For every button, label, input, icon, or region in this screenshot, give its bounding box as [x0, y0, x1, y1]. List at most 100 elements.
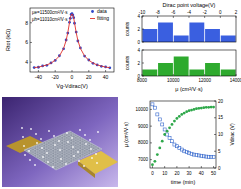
x-tick-label: 10	[162, 171, 168, 176]
point	[190, 109, 193, 112]
x-tick	[236, 16, 237, 18]
x-tick	[204, 74, 205, 76]
adsorbate	[22, 136, 24, 138]
x-tick	[142, 16, 143, 18]
adsorbate	[83, 165, 85, 167]
point	[205, 106, 208, 109]
adsorbate	[79, 129, 81, 131]
point	[183, 112, 186, 115]
x-tick	[176, 166, 177, 168]
y-tick-label: 0	[218, 166, 221, 171]
x-tick-label: 30	[187, 171, 193, 176]
y-tick-label: 4	[137, 48, 140, 53]
y-tick-label: 20	[218, 99, 224, 104]
x-tick-label: -4	[187, 10, 191, 15]
y-tick	[30, 42, 32, 43]
point	[153, 106, 156, 109]
adsorbate	[73, 155, 75, 157]
y-tick	[142, 63, 144, 64]
y-tick-label: 0	[137, 74, 140, 79]
adsorbate	[78, 160, 80, 162]
adsorbate	[59, 149, 61, 151]
x-tick	[189, 16, 190, 18]
bar	[221, 70, 236, 77]
adsorbate	[95, 153, 97, 155]
bar	[142, 29, 157, 42]
y-tick	[30, 22, 32, 23]
y-tick-label: 8000	[138, 140, 149, 145]
x-axis-label: Vg-Vdirac(V)	[56, 83, 88, 89]
point	[158, 147, 161, 150]
adsorbate	[96, 162, 98, 164]
plot-marks	[151, 103, 215, 166]
histogram-2: 8000100001200014000024μ (cm²/V·s)counts	[124, 48, 241, 92]
point	[151, 163, 154, 166]
y-tick	[214, 134, 216, 135]
adsorbate	[30, 128, 32, 130]
y-axis-label: Rtot (kΩ)	[5, 29, 11, 51]
point	[210, 106, 213, 109]
adsorbate	[66, 132, 68, 134]
x-tick-label: -2	[203, 10, 207, 15]
x-tick-label: -20	[52, 74, 59, 80]
time-chart: 010203040507000800090001000005101520time…	[123, 99, 235, 185]
y-tick	[214, 151, 216, 152]
x-axis-label: μ (cm²/V·s)	[175, 86, 202, 92]
bar	[189, 23, 204, 43]
point	[161, 140, 164, 143]
device-background	[2, 97, 118, 187]
adsorbate	[23, 145, 25, 147]
annotation: μe=11500cm²/V·s	[32, 10, 68, 15]
point	[171, 140, 174, 143]
adsorbate	[67, 141, 69, 143]
y-tick-label: 4	[25, 59, 28, 65]
device-illustration	[2, 97, 118, 187]
legend-label: fitting	[97, 15, 109, 21]
adsorbate	[90, 148, 92, 150]
x-tick-label: 0	[219, 10, 222, 15]
point	[168, 126, 171, 129]
x-tick	[164, 166, 165, 168]
bar	[174, 57, 189, 77]
x-tick	[55, 70, 56, 72]
x-tick	[236, 74, 237, 76]
point	[180, 113, 183, 116]
point	[171, 123, 174, 126]
x-tick-label: 10000	[167, 78, 180, 83]
adsorbate	[34, 164, 36, 166]
x-tick	[173, 74, 174, 76]
point	[153, 160, 156, 163]
y-tick-label: 7000	[138, 157, 149, 162]
y-tick	[142, 42, 144, 43]
plot-marks	[142, 23, 235, 43]
y-tick	[142, 76, 144, 77]
y-tick	[150, 159, 152, 160]
plot-marks	[142, 57, 235, 77]
y-tick-label: 8	[25, 20, 28, 26]
x-axis-label: time (min)	[171, 179, 196, 185]
adsorbate	[35, 133, 37, 135]
x-tick-label: 14000	[230, 78, 241, 83]
x-tick	[189, 166, 190, 168]
adsorbate	[40, 138, 42, 140]
adsorbate	[47, 161, 49, 163]
adsorbate	[77, 151, 79, 153]
y-tick	[214, 168, 216, 169]
point	[202, 106, 205, 109]
electrode	[78, 151, 118, 174]
plot-frame	[142, 16, 236, 42]
x-tick-label: 50	[211, 171, 217, 176]
bar	[205, 29, 220, 42]
point	[151, 103, 154, 106]
adsorbate	[72, 146, 74, 148]
adsorbate	[24, 154, 26, 156]
adsorbate	[46, 152, 48, 154]
x-tick-label: 2	[235, 10, 238, 15]
x-tick	[220, 16, 221, 18]
point	[185, 110, 188, 113]
annotation: μh=11010cm²/V·s	[32, 17, 68, 22]
point	[163, 128, 166, 131]
x-tick-label: 12000	[198, 78, 211, 83]
point	[188, 109, 191, 112]
adsorbate	[29, 159, 31, 161]
